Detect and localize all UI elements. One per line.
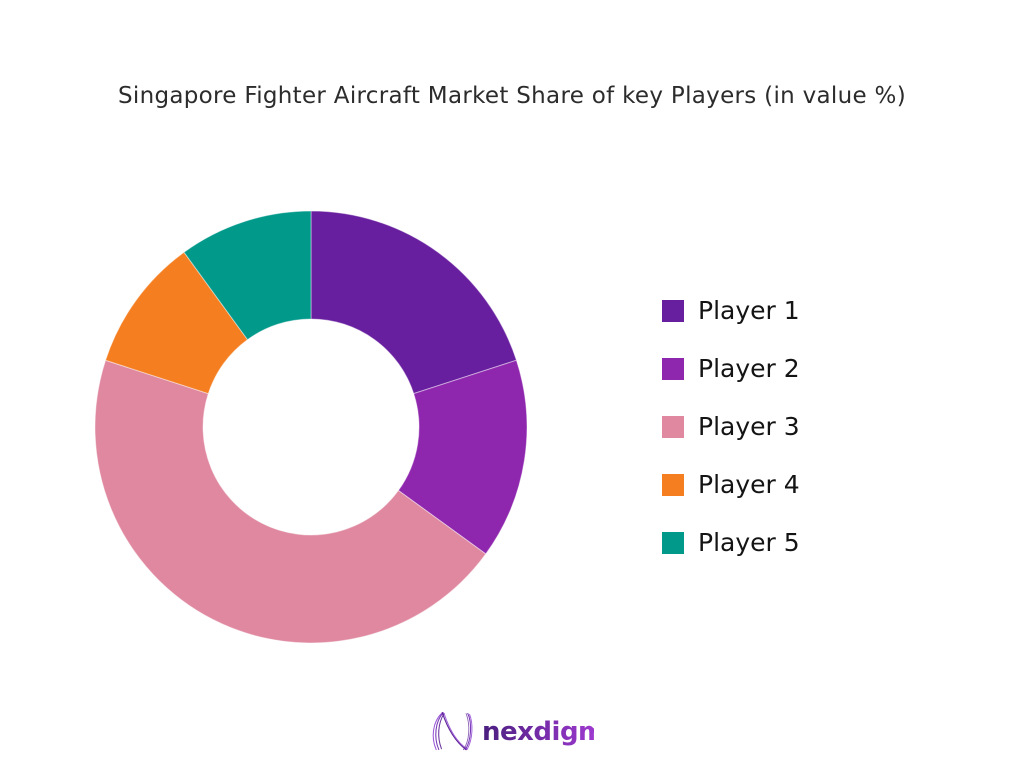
legend-label-player-2: Player 2 (698, 354, 800, 383)
legend-swatch-player-3 (662, 416, 684, 438)
legend-label-player-1: Player 1 (698, 296, 800, 325)
donut-segment-1 (310, 210, 518, 395)
donut-segment-3 (94, 359, 487, 644)
legend-item-player-5: Player 5 (662, 528, 800, 557)
donut-segment-5 (183, 210, 312, 341)
legend-item-player-1: Player 1 (662, 296, 800, 325)
legend-item-player-2: Player 2 (662, 354, 800, 383)
donut-segment-4 (104, 251, 249, 395)
legend-swatch-player-1 (662, 300, 684, 322)
nexdigm-wordmark: nexdigm (482, 717, 594, 747)
chart-title: Singapore Fighter Aircraft Market Share … (118, 83, 906, 109)
nexdigm-icon (432, 712, 473, 751)
donut-chart (94, 210, 528, 644)
legend-item-player-4: Player 4 (662, 470, 800, 499)
legend-swatch-player-2 (662, 358, 684, 380)
legend-label-player-5: Player 5 (698, 528, 800, 557)
legend-item-player-3: Player 3 (662, 412, 800, 441)
legend-swatch-player-4 (662, 474, 684, 496)
chart-legend: Player 1 Player 2 Player 3 Player 4 Play… (662, 296, 800, 557)
legend-swatch-player-5 (662, 532, 684, 554)
nexdigm-logo: nexdigm (430, 708, 594, 756)
legend-label-player-3: Player 3 (698, 412, 800, 441)
donut-segment-2 (397, 359, 528, 555)
brand-wordmark-text: nexdigm (482, 717, 594, 747)
legend-label-player-4: Player 4 (698, 470, 800, 499)
